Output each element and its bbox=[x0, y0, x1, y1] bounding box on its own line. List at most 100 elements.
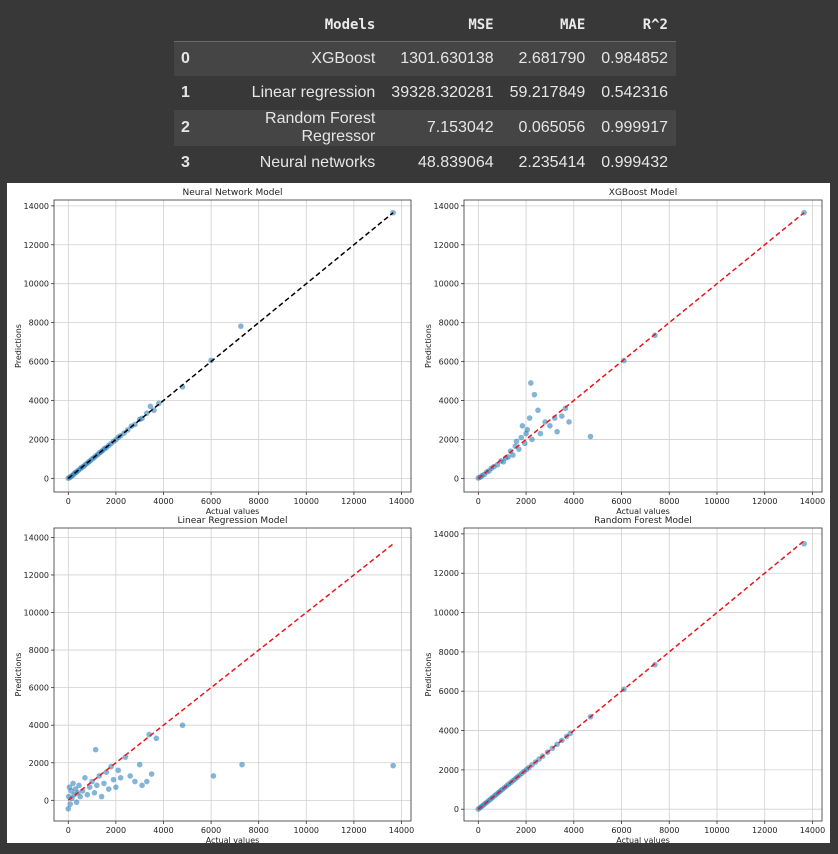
scatter-point bbox=[65, 805, 72, 812]
x-axis-label: Actual values bbox=[616, 836, 670, 843]
y-tick-label: 4000 bbox=[29, 721, 49, 730]
scatter-point bbox=[139, 782, 145, 789]
x-tick-label: 8000 bbox=[659, 497, 679, 506]
y-tick-label: 0 bbox=[44, 796, 49, 805]
x-tick-label: 2000 bbox=[516, 497, 536, 506]
r2-value: 0.999432 bbox=[601, 154, 668, 171]
r2-header: R^2 bbox=[593, 8, 676, 42]
scatter-point bbox=[82, 775, 88, 781]
index-header bbox=[174, 8, 203, 42]
chart-panel-1: Neural Network Model 0 2000 4000 6000 8000 100… bbox=[14, 188, 414, 516]
reference-line bbox=[477, 540, 805, 810]
x-tick-label: 2000 bbox=[516, 826, 536, 835]
scatter-point bbox=[542, 419, 548, 425]
y-tick-label: 14000 bbox=[24, 202, 49, 211]
table-row: 0 XGBoost 1301.630138 2.681790 0.984852 bbox=[174, 41, 676, 76]
scatter-point bbox=[117, 775, 124, 781]
y-tick-label: 4000 bbox=[29, 397, 49, 406]
mse-header: MSE bbox=[383, 8, 502, 42]
r2-value: 0.984852 bbox=[593, 41, 676, 76]
x-tick-label: 0 bbox=[476, 497, 481, 506]
scatter-point bbox=[535, 407, 541, 414]
scatter-point bbox=[208, 357, 214, 364]
scatter-point bbox=[86, 784, 93, 790]
y-tick-label: 14000 bbox=[24, 533, 49, 542]
x-tick-label: 6000 bbox=[611, 497, 631, 506]
x-tick-label: 8000 bbox=[659, 826, 679, 835]
reference-line bbox=[477, 212, 805, 479]
axes-frame bbox=[463, 527, 823, 822]
r2-value: 0.999917 bbox=[593, 110, 676, 146]
scatter-point bbox=[531, 391, 538, 398]
scatter-point bbox=[210, 773, 217, 779]
results-table: Models MSE MAE R^2 0 XGBoost 1301.630138… bbox=[174, 8, 676, 180]
y-tick-label: 4000 bbox=[439, 727, 459, 736]
chart-title: Linear Regression Model bbox=[178, 516, 288, 526]
scatter-point bbox=[238, 323, 244, 329]
scatter-point bbox=[621, 357, 627, 364]
scatter-point bbox=[132, 778, 138, 785]
model-name: Linear regression bbox=[251, 84, 376, 101]
x-tick-label: 0 bbox=[66, 826, 71, 835]
scatter-point bbox=[84, 791, 91, 798]
row-index: 3 bbox=[181, 154, 190, 171]
table-row: 2 Random Forest Regressor 7.153042 0.065… bbox=[174, 110, 676, 146]
scatter-point bbox=[494, 461, 501, 468]
y-tick-label: 10000 bbox=[434, 609, 459, 618]
mse-value: 1301.630138 bbox=[383, 41, 502, 76]
scatter-plot-grid: Neural Network Model 0 2000 4000 6000 8000 100… bbox=[14, 188, 825, 845]
y-tick-label: 6000 bbox=[439, 358, 459, 367]
scatter-point bbox=[151, 407, 157, 414]
x-tick-label: 8000 bbox=[249, 826, 269, 835]
reference-line bbox=[67, 212, 394, 479]
x-tick-label: 14000 bbox=[800, 497, 825, 506]
scatter-point bbox=[147, 403, 154, 410]
x-tick-label: 10000 bbox=[704, 826, 729, 835]
scatter-point bbox=[136, 761, 143, 768]
mae-value: 2.681790 bbox=[501, 41, 594, 76]
x-tick-label: 14000 bbox=[800, 826, 825, 835]
scatter-point bbox=[528, 380, 534, 386]
mae-value: 0.065056 bbox=[501, 110, 594, 146]
scatter-point bbox=[115, 767, 122, 774]
x-axis-label: Actual values bbox=[206, 836, 260, 843]
y-tick-label: 8000 bbox=[439, 648, 459, 657]
chart-panel-2: XGBoost Model 0 2000 4000 6000 8000 10000 12000… bbox=[424, 188, 825, 516]
axes-frame bbox=[463, 199, 823, 493]
mae-value: 2.235414 bbox=[518, 154, 586, 171]
scatter-point bbox=[526, 415, 533, 421]
x-tick-label: 10000 bbox=[294, 497, 319, 506]
y-tick-label: 6000 bbox=[29, 684, 49, 693]
y-tick-label: 0 bbox=[454, 805, 459, 814]
y-tick-label: 0 bbox=[44, 474, 49, 483]
scatter-point bbox=[390, 762, 396, 769]
y-tick-label: 10000 bbox=[24, 609, 49, 618]
mse-value: 39328.320281 bbox=[391, 84, 494, 101]
results-table-container: Models MSE MAE R^2 0 XGBoost 1301.630138… bbox=[174, 8, 676, 180]
model-name: XGBoost bbox=[203, 41, 384, 76]
scatter-point bbox=[566, 419, 572, 425]
scatter-point bbox=[70, 780, 76, 787]
y-tick-label: 6000 bbox=[29, 358, 49, 367]
x-tick-label: 0 bbox=[476, 826, 481, 835]
mae-value: 59.217849 bbox=[509, 84, 586, 101]
y-tick-label: 12000 bbox=[434, 569, 459, 578]
x-axis-label: Actual values bbox=[616, 507, 670, 516]
scatter-point bbox=[516, 446, 522, 452]
x-tick-label: 2000 bbox=[106, 497, 126, 506]
chart-title: XGBoost Model bbox=[609, 188, 677, 198]
scatter-point bbox=[91, 790, 98, 796]
y-tick-label: 8000 bbox=[29, 646, 49, 655]
scatter-point bbox=[98, 793, 105, 800]
scatter-point bbox=[110, 776, 117, 783]
y-axis-label: Predictions bbox=[14, 324, 23, 368]
scatter-point bbox=[554, 428, 560, 435]
y-tick-label: 8000 bbox=[29, 319, 49, 328]
scatter-point bbox=[559, 413, 565, 419]
x-tick-label: 4000 bbox=[153, 826, 173, 835]
scatter-point bbox=[529, 436, 535, 443]
scatter-point bbox=[239, 761, 245, 768]
y-axis-label: Predictions bbox=[424, 324, 433, 368]
x-tick-label: 0 bbox=[66, 497, 71, 506]
y-tick-label: 10000 bbox=[24, 280, 49, 289]
